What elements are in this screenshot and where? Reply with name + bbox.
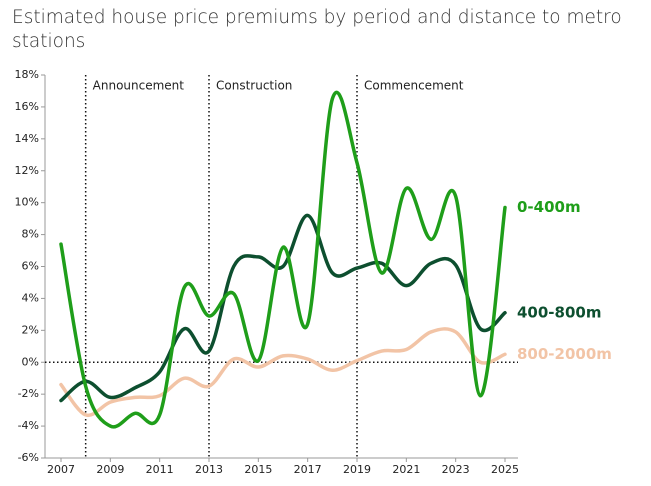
series-label: 400-800m: [517, 303, 601, 321]
y-tick-label: -2%: [18, 387, 39, 400]
y-tick-label: 8%: [22, 228, 39, 241]
x-tick-label: 2007: [47, 463, 75, 476]
y-tick-label: -6%: [18, 451, 39, 464]
period-label: Construction: [216, 79, 292, 93]
x-tick-label: 2023: [442, 463, 470, 476]
series-line: [59, 213, 507, 403]
series-label: 800-2000m: [517, 345, 612, 363]
y-tick-label: 6%: [22, 260, 39, 273]
x-tick-label: 2013: [195, 463, 223, 476]
x-tick-label: 2025: [491, 463, 519, 476]
y-tick-label: 4%: [22, 291, 39, 304]
y-tick-label: 16%: [15, 100, 39, 113]
y-tick-label: -4%: [18, 419, 39, 432]
y-tick-label: 0%: [22, 355, 39, 368]
series-line: [59, 90, 507, 429]
period-label: Commencement: [364, 79, 464, 93]
x-tick-label: 2009: [96, 463, 124, 476]
x-tick-label: 2011: [146, 463, 174, 476]
y-tick-label: 2%: [22, 323, 39, 336]
series-label: 0-400m: [517, 198, 581, 216]
y-tick-label: 18%: [15, 68, 39, 81]
x-tick-label: 2015: [244, 463, 272, 476]
y-tick-label: 12%: [15, 164, 39, 177]
y-tick-label: 10%: [15, 196, 39, 209]
series-line: [59, 327, 507, 418]
x-tick-label: 2019: [343, 463, 371, 476]
chart-title: Estimated house price premiums by period…: [12, 7, 622, 52]
period-label: Announcement: [93, 79, 185, 93]
x-tick-label: 2017: [294, 463, 322, 476]
y-tick-label: 14%: [15, 132, 39, 145]
x-tick-label: 2021: [392, 463, 420, 476]
